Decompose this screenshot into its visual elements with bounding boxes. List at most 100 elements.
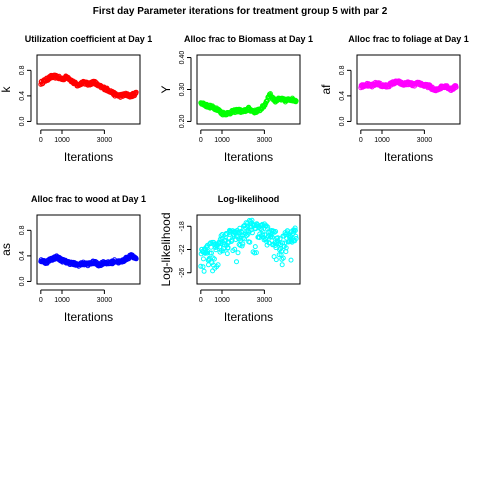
y-tick-label: 0.4 [19,91,26,101]
trace-point [253,250,259,256]
trace-point [232,246,238,252]
x-tick-label: 0 [199,297,203,304]
trace-point [213,247,219,253]
trace-point [249,230,255,236]
chart-panel-2: Alloc frac to Biomass at Day 1 0 1000 3000 0… [159,34,313,164]
plot-frame [36,214,141,285]
x-axis-label: Iterations [224,310,273,324]
chart-panel-1: Utilization coefficient at Day 1 0 1000 300… [0,34,152,164]
trace-point [273,229,279,234]
figure-title: First day Parameter iterations for treat… [92,6,388,17]
trace-point [263,236,269,242]
trace-point [214,244,220,250]
trace-points [358,78,459,94]
trace-point [240,241,246,247]
y-tick-label: 0.4 [339,91,346,101]
y-tick-label: 0.8 [19,65,26,75]
x-tick-label: 0 [39,297,43,304]
x-tick-label: 0 [199,137,203,144]
trace-point [265,224,271,230]
y-tick-label: 0.8 [19,225,26,235]
trace-point [133,89,139,95]
trace-point [211,256,217,262]
y-tick-label: 0.8 [339,65,346,75]
trace-point [273,257,279,263]
y-tick-label: -18 [179,221,186,231]
trace-point [206,262,211,268]
y-tick-label: 0.0 [19,116,26,126]
chart-title: Alloc frac to foliage at Day 1 [348,34,469,44]
x-axis-label: Iterations [64,150,113,164]
plot-frame [196,54,301,125]
trace-point [293,236,299,241]
x-axis-label: Iterations [224,150,273,164]
y-axis-label: af [319,84,333,95]
trace-point [292,225,298,231]
trace-point [235,250,241,256]
trace-point [201,268,207,274]
trace-point [244,223,250,229]
x-tick-label: 3000 [417,137,433,144]
trace-point [277,236,283,242]
trace-point [234,259,239,265]
x-tick-label: 1000 [54,297,70,304]
plot-frame [356,54,461,125]
y-axis-label: as [0,243,13,256]
trace-point [283,245,289,251]
chart-panel-3: Alloc frac to foliage at Day 1 0 1000 3000 0… [319,34,469,164]
plot-frame [196,214,301,285]
trace-point [252,244,258,250]
trace-point [276,252,282,258]
trace-point [273,245,279,251]
y-tick-label: 0.0 [19,276,26,286]
chart-panel-4: Alloc frac to wood at Day 1 0 1000 3000 0.0 0… [0,194,146,324]
y-tick-label: -22 [179,244,186,254]
x-tick-label: 3000 [257,297,273,304]
plot-frame [36,54,141,125]
trace-point [453,84,459,90]
trace-point [133,256,139,262]
trace-point [215,262,221,268]
trace-point [288,257,294,263]
x-tick-label: 1000 [214,297,230,304]
x-tick-label: 0 [39,137,43,144]
chart-title: Alloc frac to wood at Day 1 [31,194,146,204]
trace-point [198,263,204,269]
trace-point [280,255,286,261]
trace-point [293,233,299,239]
y-tick-label: 0.40 [179,51,186,65]
chart-panel-5: Log-likelihood 0 1000 3000 -26 -22 -18 Iteratio… [159,194,301,324]
y-tick-label: 0.0 [339,116,346,126]
trace-points [198,217,299,274]
x-axis-label: Iterations [384,150,433,164]
trace-point [200,256,206,262]
trace-point [279,262,285,268]
x-tick-label: 0 [359,137,363,144]
trace-point [209,250,214,256]
x-tick-label: 3000 [97,137,113,144]
y-tick-label: 0.4 [19,251,26,261]
trace-point [247,239,253,245]
y-tick-label: 0.20 [179,115,186,129]
trace-point [293,98,299,104]
y-axis-label: Log-likelihood [159,212,173,286]
x-axis-label: Iterations [64,310,113,324]
trace-point [269,234,275,240]
trace-point [278,252,284,258]
trace-point [224,251,230,257]
chart-title: Alloc frac to Biomass at Day 1 [184,34,313,44]
trace-point [200,264,206,270]
trace-point [260,232,266,238]
y-axis-label: k [0,86,13,93]
y-axis-label: Y [159,85,173,93]
chart-title: Log-likelihood [218,194,280,204]
chart-title: Utilization coefficient at Day 1 [25,34,153,44]
trace-points [38,252,139,269]
x-tick-label: 1000 [214,137,230,144]
trace-point [292,228,298,233]
trace-points [38,72,139,100]
x-tick-label: 3000 [257,137,273,144]
trace-points [198,91,299,118]
